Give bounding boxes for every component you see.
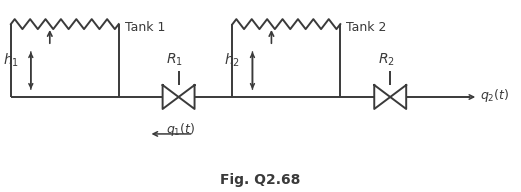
Text: $h_1$: $h_1$ <box>3 52 19 69</box>
Text: $q_2(t)$: $q_2(t)$ <box>480 88 510 104</box>
Text: $q_1(t)$: $q_1(t)$ <box>166 121 195 138</box>
Text: Tank 1: Tank 1 <box>125 21 165 34</box>
Text: $R_2$: $R_2$ <box>378 52 395 68</box>
Text: Tank 2: Tank 2 <box>346 21 387 34</box>
Text: $h_2$: $h_2$ <box>225 52 241 69</box>
Text: Fig. Q2.68: Fig. Q2.68 <box>220 173 301 187</box>
Text: $R_1$: $R_1$ <box>166 52 183 68</box>
